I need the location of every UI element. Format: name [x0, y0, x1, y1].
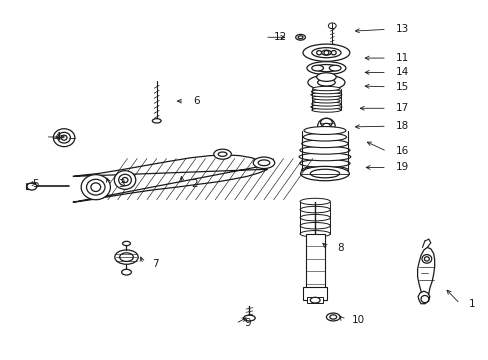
Ellipse shape [300, 222, 330, 229]
Ellipse shape [311, 65, 323, 71]
Ellipse shape [320, 118, 331, 127]
Ellipse shape [243, 315, 255, 321]
Ellipse shape [301, 166, 347, 174]
Ellipse shape [298, 36, 303, 39]
Ellipse shape [86, 179, 105, 195]
Text: 17: 17 [395, 103, 408, 113]
Ellipse shape [61, 135, 67, 140]
Text: 7: 7 [152, 259, 158, 269]
Ellipse shape [311, 102, 341, 106]
Text: 14: 14 [395, 67, 408, 77]
Text: 9: 9 [244, 319, 251, 328]
Ellipse shape [303, 133, 346, 141]
Ellipse shape [300, 198, 330, 205]
Ellipse shape [122, 241, 130, 246]
Ellipse shape [321, 50, 330, 55]
Polygon shape [73, 155, 267, 202]
Ellipse shape [218, 152, 226, 156]
Ellipse shape [253, 157, 274, 168]
Ellipse shape [258, 160, 269, 166]
Ellipse shape [300, 206, 330, 213]
Ellipse shape [312, 99, 339, 103]
Ellipse shape [310, 297, 320, 303]
Polygon shape [417, 247, 434, 300]
Ellipse shape [91, 183, 101, 192]
Text: 18: 18 [395, 121, 408, 131]
Text: 8: 8 [336, 243, 343, 253]
Ellipse shape [316, 73, 335, 81]
Ellipse shape [420, 296, 428, 303]
Text: 6: 6 [193, 96, 200, 106]
Ellipse shape [295, 35, 305, 40]
Text: 4: 4 [54, 132, 61, 142]
Ellipse shape [329, 65, 340, 71]
Ellipse shape [300, 215, 330, 221]
Ellipse shape [312, 86, 340, 91]
Bar [306, 297, 323, 303]
Ellipse shape [307, 75, 344, 90]
Ellipse shape [311, 108, 340, 112]
Ellipse shape [304, 127, 345, 134]
Text: 1: 1 [468, 299, 474, 309]
Ellipse shape [299, 146, 349, 154]
Ellipse shape [421, 255, 431, 263]
Ellipse shape [299, 153, 350, 161]
Text: 15: 15 [395, 82, 408, 92]
Ellipse shape [53, 129, 75, 147]
Ellipse shape [326, 313, 339, 321]
Ellipse shape [317, 79, 334, 86]
Ellipse shape [213, 149, 231, 159]
Ellipse shape [314, 64, 337, 72]
Ellipse shape [328, 23, 335, 29]
Text: 5: 5 [32, 179, 39, 189]
Ellipse shape [310, 105, 341, 109]
Ellipse shape [317, 118, 334, 134]
Text: 19: 19 [395, 162, 408, 172]
Ellipse shape [27, 183, 37, 190]
Text: 16: 16 [395, 146, 408, 156]
Bar [26, 184, 32, 189]
Ellipse shape [114, 171, 136, 189]
Ellipse shape [324, 50, 328, 55]
Ellipse shape [115, 250, 138, 264]
Text: 12: 12 [273, 32, 286, 42]
Ellipse shape [119, 174, 131, 186]
Ellipse shape [329, 315, 336, 319]
Ellipse shape [424, 257, 428, 261]
Bar [305, 234, 325, 288]
Ellipse shape [310, 169, 339, 178]
Ellipse shape [122, 269, 131, 275]
Text: 13: 13 [395, 24, 408, 35]
Ellipse shape [322, 123, 330, 129]
Ellipse shape [311, 90, 341, 94]
Ellipse shape [152, 119, 161, 123]
Ellipse shape [303, 44, 349, 61]
Ellipse shape [81, 175, 110, 200]
Ellipse shape [330, 50, 335, 55]
Text: 2: 2 [190, 179, 197, 189]
Ellipse shape [311, 48, 340, 58]
Ellipse shape [301, 140, 347, 148]
Ellipse shape [310, 93, 341, 97]
Polygon shape [417, 291, 429, 304]
Text: 3: 3 [118, 179, 124, 189]
Ellipse shape [306, 62, 345, 75]
Bar [303, 287, 327, 300]
Ellipse shape [299, 159, 349, 167]
Ellipse shape [58, 132, 70, 143]
Ellipse shape [300, 166, 348, 181]
Ellipse shape [311, 96, 340, 100]
Text: 11: 11 [395, 53, 408, 63]
Text: 10: 10 [351, 315, 364, 325]
Ellipse shape [122, 177, 128, 183]
Ellipse shape [300, 230, 330, 237]
Ellipse shape [120, 253, 133, 261]
Ellipse shape [316, 50, 321, 55]
